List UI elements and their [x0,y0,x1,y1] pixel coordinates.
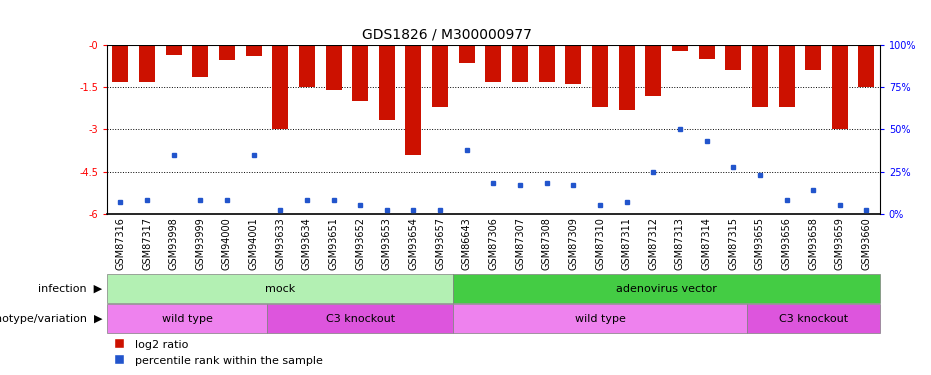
Bar [778,45,794,107]
Text: GSM87314: GSM87314 [702,217,711,270]
Text: GSM93999: GSM93999 [196,217,206,270]
Text: GSM87315: GSM87315 [728,217,738,270]
Bar [831,45,848,129]
Bar [113,45,128,82]
Text: GSM93657: GSM93657 [435,217,445,270]
Bar [246,45,262,56]
Text: infection  ▶: infection ▶ [38,284,102,294]
Bar [747,304,880,333]
Bar [219,45,235,60]
Text: GSM87307: GSM87307 [515,217,525,270]
Text: GSM94001: GSM94001 [249,217,259,270]
Text: GSM87316: GSM87316 [115,217,126,270]
Bar [432,45,448,107]
Bar [166,45,182,55]
Text: GSM93653: GSM93653 [382,217,392,270]
Bar [805,45,821,70]
Text: GSM87312: GSM87312 [648,217,658,270]
Bar [299,45,315,87]
Text: wild type: wild type [162,314,212,324]
Text: wild type: wild type [574,314,626,324]
Bar [725,45,741,70]
Bar [107,304,267,333]
Text: GSM93659: GSM93659 [835,217,844,270]
Text: genotype/variation  ▶: genotype/variation ▶ [0,314,102,324]
Text: GSM93998: GSM93998 [169,217,179,270]
Text: GSM87308: GSM87308 [542,217,552,270]
Bar [272,45,289,129]
Text: GSM87309: GSM87309 [568,217,578,270]
Text: GSM93634: GSM93634 [302,217,312,270]
Bar [139,45,155,82]
Text: GSM87317: GSM87317 [142,217,152,270]
Legend: log2 ratio, percentile rank within the sample: log2 ratio, percentile rank within the s… [113,339,323,366]
Text: C3 knockout: C3 knockout [326,314,395,324]
Bar [406,45,422,154]
Text: GSM93655: GSM93655 [755,217,765,270]
Text: GSM94000: GSM94000 [222,217,232,270]
Bar [453,274,880,303]
Bar [267,304,453,333]
Text: GSM93633: GSM93633 [276,217,285,270]
Bar [485,45,502,82]
Bar [512,45,528,82]
Bar [193,45,209,77]
Text: GSM93660: GSM93660 [861,217,871,270]
Text: GSM87306: GSM87306 [489,217,498,270]
Text: GSM93652: GSM93652 [356,217,365,270]
Text: GSM87311: GSM87311 [622,217,631,270]
Bar [645,45,661,96]
Bar [352,45,368,101]
Bar [107,274,453,303]
Bar [752,45,768,107]
Bar [326,45,342,90]
Text: GSM93654: GSM93654 [409,217,419,270]
Text: GSM87313: GSM87313 [675,217,685,270]
Text: mock: mock [265,284,295,294]
Bar [539,45,555,82]
Text: GSM93656: GSM93656 [781,217,791,270]
Text: GSM87310: GSM87310 [595,217,605,270]
Bar [379,45,395,120]
Bar [592,45,608,107]
Bar [459,45,475,63]
Text: GSM86643: GSM86643 [462,217,472,270]
Text: GDS1826 / M300000977: GDS1826 / M300000977 [362,27,532,41]
Bar [565,45,581,84]
Bar [619,45,635,110]
Bar [453,304,747,333]
Text: GSM93651: GSM93651 [329,217,339,270]
Text: adenovirus vector: adenovirus vector [616,284,717,294]
Text: C3 knockout: C3 knockout [778,314,848,324]
Text: GSM93658: GSM93658 [808,217,818,270]
Bar [698,45,715,59]
Bar [858,45,874,87]
Bar [672,45,688,51]
